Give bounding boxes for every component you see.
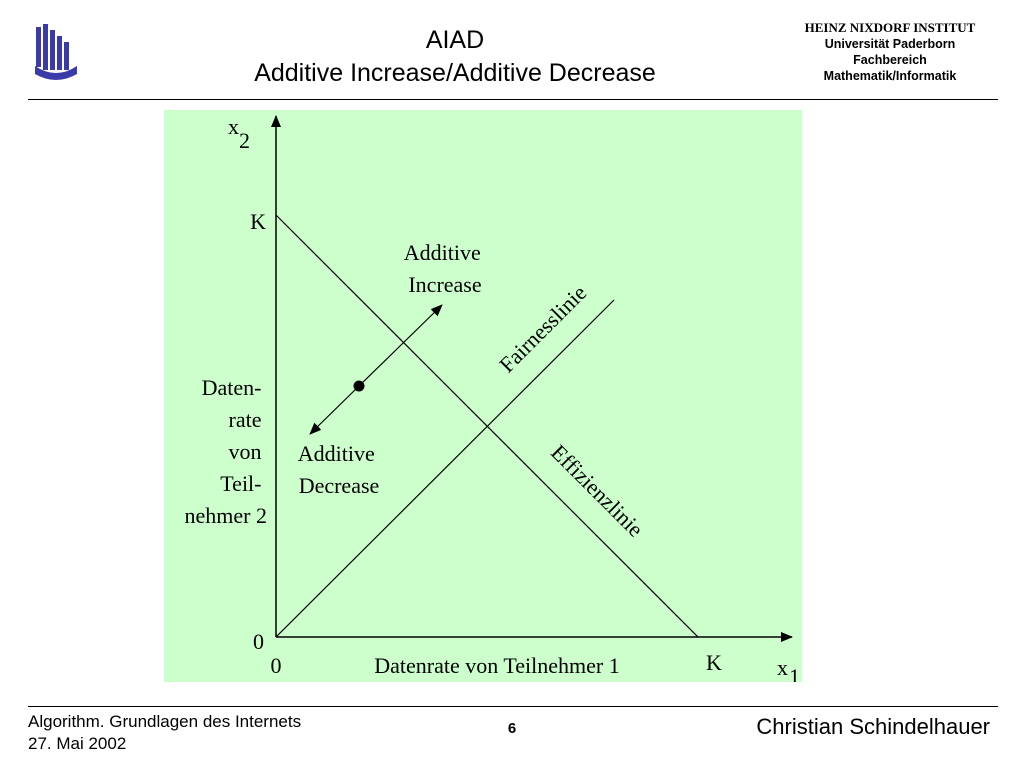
footer-divider xyxy=(28,706,998,707)
department-name: Fachbereich xyxy=(853,53,927,67)
x-axis-origin-label: 0 xyxy=(271,653,282,678)
y-axis-k-label: K xyxy=(250,209,266,234)
y-axis-label: Daten- rate von Teil- nehmer 2 xyxy=(185,375,267,528)
university-name: Universität Paderborn xyxy=(824,37,956,51)
slide-subtitle: Additive Increase/Additive Decrease xyxy=(254,59,656,87)
additive-increase-arrow xyxy=(358,304,443,387)
current-rate-point xyxy=(353,380,365,392)
header-divider xyxy=(28,99,998,100)
x-axis-k-label: K xyxy=(706,650,722,675)
footer-info: Algorithm. Grundlagen des Internets 27. … xyxy=(28,711,301,755)
lecture-date: 27. Mai 2002 xyxy=(28,734,127,753)
author-name: Christian Schindelhauer xyxy=(756,714,990,739)
y-axis-variable: x xyxy=(228,114,239,139)
institute-name: HEINZ NIXDORF INSTITUT xyxy=(804,20,976,35)
aiad-diagram: x 2 x 1 K K 0 0 Datenrate von Teilnehmer… xyxy=(164,110,802,682)
diagram-background xyxy=(164,110,802,682)
course-name: Algorithm. Grundlagen des Internets xyxy=(28,712,302,731)
university-logo-icon xyxy=(35,24,77,80)
x-axis-label: Datenrate von Teilnehmer 1 xyxy=(374,653,619,678)
fairness-line xyxy=(275,299,615,638)
additive-decrease-arrow xyxy=(309,385,360,435)
additive-decrease-label: Additive Decrease xyxy=(298,441,381,498)
faculty-name: Mathematik/Informatik xyxy=(823,69,957,83)
slide-title: AIAD xyxy=(425,26,485,54)
additive-increase-label: Additive Increase xyxy=(404,240,487,297)
page-number: 6 xyxy=(507,720,517,737)
x-axis-subscript: 1 xyxy=(789,664,800,682)
y-axis-subscript: 2 xyxy=(239,128,250,153)
institute-block: HEINZ NIXDORF INSTITUT Universität Pader… xyxy=(780,20,1000,84)
x-axis-variable: x xyxy=(777,655,788,680)
y-axis-origin-label: 0 xyxy=(253,629,264,654)
